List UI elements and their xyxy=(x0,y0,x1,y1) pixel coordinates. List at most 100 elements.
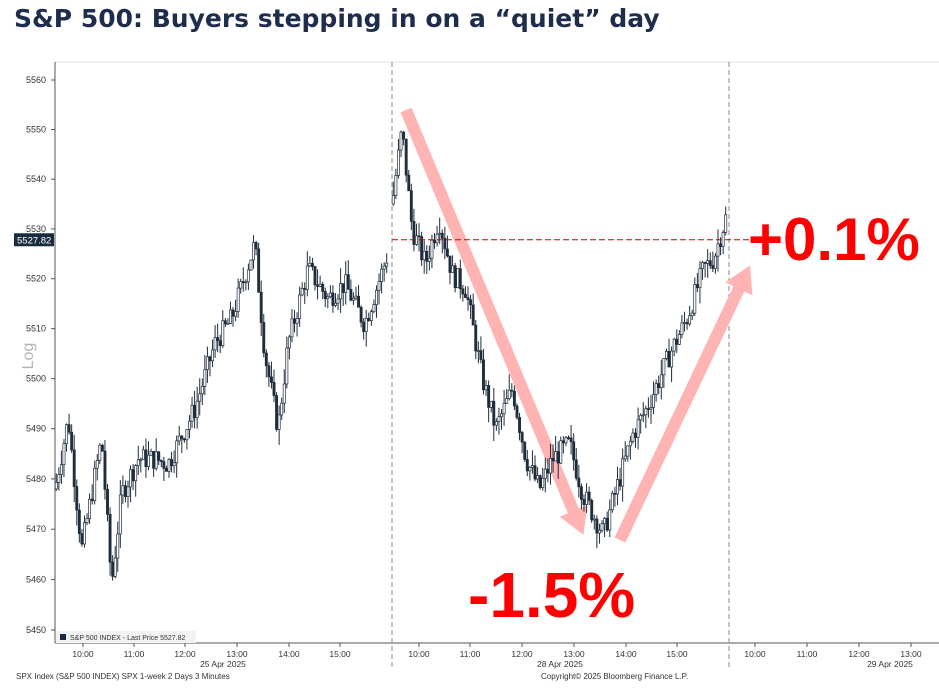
candle-body xyxy=(695,284,699,289)
legend: S&P 500 INDEX - Last Price 5527.82 xyxy=(56,631,196,643)
candle-body xyxy=(425,250,429,262)
candle-body xyxy=(221,320,225,346)
candle-body xyxy=(719,243,723,247)
candle-body xyxy=(362,321,366,332)
candle-body xyxy=(471,304,475,326)
candle-body xyxy=(582,499,586,505)
candle-body xyxy=(512,390,516,407)
candle-body xyxy=(334,302,337,306)
candle-body xyxy=(592,518,596,521)
candle-body xyxy=(430,239,434,259)
x-tick-label: 11:00 xyxy=(124,649,145,659)
candle-body xyxy=(569,437,573,443)
candle-body xyxy=(326,296,330,300)
candle-body xyxy=(349,288,353,301)
candle-body xyxy=(262,322,266,354)
candle-body xyxy=(536,475,540,480)
candle-body xyxy=(144,449,148,467)
footer-left: SPX Index (S&P 500 INDEX) SPX 1-week 2 D… xyxy=(16,672,230,681)
x-tick-label: 14:00 xyxy=(278,649,300,659)
candle-body xyxy=(285,347,289,385)
candle-body xyxy=(492,400,496,426)
candle-body xyxy=(463,293,467,298)
candle-body xyxy=(577,477,581,488)
candle-body xyxy=(649,407,653,410)
candle-body xyxy=(328,292,332,298)
candle-body xyxy=(590,500,594,521)
candle-body xyxy=(162,461,166,469)
candle-body xyxy=(246,269,250,283)
candle-body xyxy=(484,385,488,391)
candle-body xyxy=(264,352,268,367)
candle-body xyxy=(367,317,371,321)
candle-body xyxy=(623,455,627,460)
candle-body xyxy=(316,284,320,287)
candle-body xyxy=(448,255,452,273)
x-tick-label: 13:00 xyxy=(900,649,922,659)
candle-body xyxy=(698,268,702,289)
candle-body xyxy=(494,421,498,426)
candle-body xyxy=(646,408,650,410)
candle-body xyxy=(530,465,534,468)
session-date-label: 29 Apr 2025 xyxy=(867,659,913,669)
candle-body xyxy=(277,414,281,430)
candle-body xyxy=(559,440,563,464)
candle-body xyxy=(500,413,503,418)
y-axis-label: Log xyxy=(20,343,37,370)
candle-body xyxy=(341,283,345,293)
down-trend-arrow xyxy=(400,107,588,535)
candle-body xyxy=(497,416,501,422)
x-tick-label: 13:00 xyxy=(563,649,585,659)
candle-body xyxy=(134,465,138,482)
candle-body xyxy=(139,459,143,461)
candle-body xyxy=(65,424,68,445)
candle-body xyxy=(564,437,568,444)
candle-body xyxy=(597,529,601,534)
candle-body xyxy=(236,287,240,312)
last-price-label: 5527.82 xyxy=(14,233,54,247)
x-tick-label: 11:00 xyxy=(797,649,818,659)
candle-body xyxy=(244,281,248,284)
candle-body xyxy=(249,259,253,271)
candle-body xyxy=(382,265,386,270)
x-tick-label: 11:00 xyxy=(460,649,481,659)
candle-body xyxy=(456,268,460,289)
candle-body xyxy=(62,443,66,466)
candle-body xyxy=(323,291,327,300)
candle-body xyxy=(652,394,656,408)
candle-body xyxy=(372,304,376,313)
x-tick-label: 10:00 xyxy=(408,649,430,659)
candle-body xyxy=(287,336,291,349)
x-tick-label: 10:00 xyxy=(72,649,94,659)
candle-body xyxy=(208,356,212,362)
candle-body xyxy=(270,376,273,383)
candle-body xyxy=(422,250,426,261)
candle-body xyxy=(54,482,58,490)
candle-body xyxy=(724,214,728,233)
candle-body xyxy=(308,262,312,267)
candle-body xyxy=(123,485,127,497)
candle-body xyxy=(357,295,360,308)
candle-body xyxy=(147,454,150,467)
candle-body xyxy=(170,459,173,467)
candle-body xyxy=(556,451,560,464)
legend-swatch xyxy=(60,634,66,640)
candle-body xyxy=(659,374,663,388)
candle-body xyxy=(159,460,163,462)
y-tick-label: 5450 xyxy=(26,625,46,635)
candle-body xyxy=(396,149,400,176)
x-tick-label: 10:00 xyxy=(744,649,766,659)
candle-body xyxy=(417,235,421,238)
candle-body xyxy=(399,131,403,151)
candle-body xyxy=(404,138,408,176)
candle-body xyxy=(443,237,447,250)
candle-body xyxy=(703,262,707,264)
candle-body xyxy=(141,449,145,460)
candle-body xyxy=(164,467,168,472)
candle-body xyxy=(636,419,640,438)
candle-body xyxy=(528,466,532,472)
candle-body xyxy=(59,464,63,475)
candle-body xyxy=(93,467,97,502)
x-tick-label: 12:00 xyxy=(511,649,533,659)
candle-body xyxy=(716,243,720,257)
